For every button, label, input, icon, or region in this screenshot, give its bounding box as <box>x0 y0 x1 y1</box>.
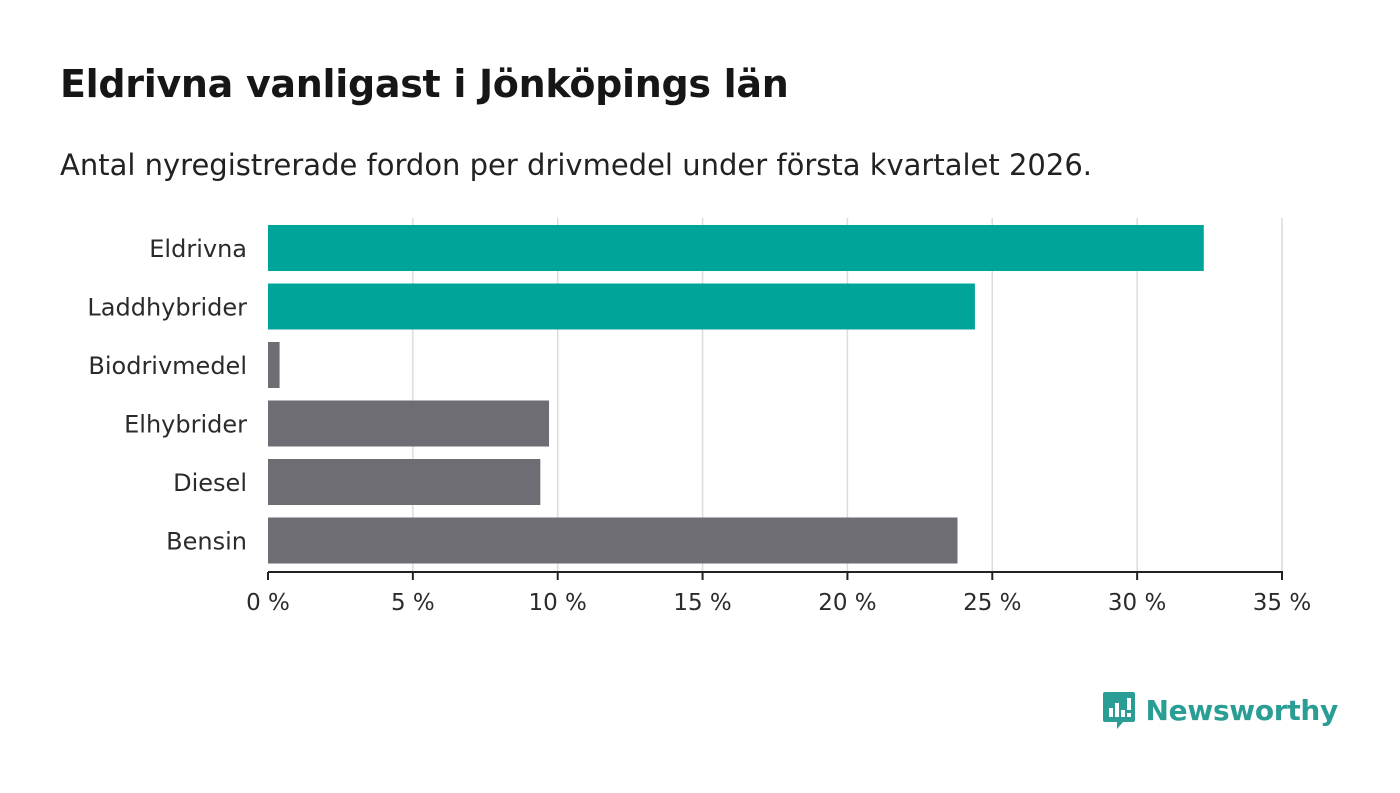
grid-lines <box>412 218 1283 572</box>
newsworthy-logo-icon <box>1102 692 1135 729</box>
x-tick-label: 30 % <box>1108 590 1166 616</box>
x-tick-label: 20 % <box>818 590 876 616</box>
x-tick-label: 25 % <box>963 590 1021 616</box>
x-tick-label: 15 % <box>673 590 731 616</box>
bar-chart: Eldrivna Laddhybrider Biodrivmedel Elhybrid… <box>87 218 1311 616</box>
brand-name: Newsworthy <box>1145 693 1339 727</box>
bar-eldrivna <box>268 225 1204 271</box>
brand-logo: Newsworthy <box>1102 690 1338 730</box>
x-tick-label: 5 % <box>391 590 435 616</box>
x-tick-label: 10 % <box>528 590 586 616</box>
category-labels: Eldrivna Laddhybrider Biodrivmedel Elhybrid… <box>87 235 247 556</box>
category-label: Eldrivna <box>149 235 247 263</box>
bar-elhybrider <box>268 400 550 447</box>
chart-title: Eldrivna vanligast i Jönköpings län <box>60 62 789 106</box>
bar-diesel <box>268 459 541 505</box>
bar-biodrivmedel <box>268 342 280 388</box>
x-axis-ticks: 0 % 5 % 10 % 15 % 20 % 25 % 30 % 35 % <box>246 572 1311 616</box>
category-label: Laddhybrider <box>87 294 247 322</box>
category-label: Elhybrider <box>124 411 247 439</box>
chart-subtitle: Antal nyregistrerade fordon per drivmede… <box>60 148 1093 182</box>
bar-bensin <box>268 517 958 564</box>
category-label: Bensin <box>166 528 247 556</box>
x-tick-label: 0 % <box>246 590 290 616</box>
x-tick-label: 35 % <box>1253 590 1311 616</box>
category-label: Diesel <box>173 469 247 497</box>
bar-laddhybrider <box>268 283 975 330</box>
bars <box>268 225 1204 564</box>
category-label: Biodrivmedel <box>88 352 247 380</box>
